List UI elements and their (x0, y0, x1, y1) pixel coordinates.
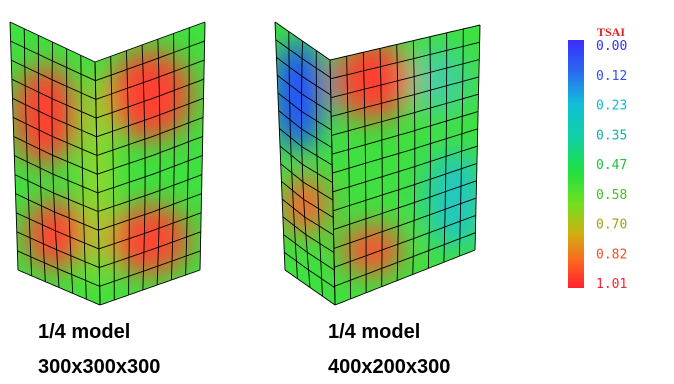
mesh-line (277, 92, 332, 131)
mesh-line (80, 55, 87, 300)
mesh-line (17, 250, 100, 287)
mesh-line (199, 21, 206, 271)
mesh-line (276, 74, 332, 113)
mesh-line (443, 32, 448, 263)
mesh-line (125, 50, 130, 296)
mesh-line (281, 181, 334, 218)
legend-label: 0.23 (596, 99, 627, 114)
model-size: 300x300x300 (38, 356, 160, 378)
mesh-line (278, 110, 333, 148)
mesh-line (17, 269, 101, 306)
mesh-line (13, 136, 98, 175)
mesh-line (331, 93, 479, 136)
mesh-line (331, 111, 479, 155)
mesh-line (334, 232, 476, 287)
mesh-line (332, 163, 478, 212)
mesh-line (283, 234, 335, 271)
mesh-line (362, 52, 367, 293)
mesh-line (99, 269, 201, 306)
mesh-line (333, 197, 477, 249)
mesh-line (98, 193, 202, 231)
mesh-line (9, 21, 96, 63)
mesh (9, 21, 481, 306)
mesh-line (280, 163, 334, 201)
mesh-line (66, 48, 74, 294)
mesh-line (23, 28, 33, 276)
legend-label: 0.82 (596, 247, 627, 262)
mesh-line (330, 59, 480, 99)
mesh-line (284, 251, 335, 288)
mesh-line (99, 231, 201, 269)
mesh-line (98, 212, 202, 250)
mesh-line (51, 41, 60, 288)
mesh-line (329, 59, 336, 306)
mesh-line (276, 57, 331, 96)
mesh-line (458, 28, 464, 257)
mesh-line (10, 40, 96, 82)
legend-label: 0.47 (596, 158, 627, 173)
mesh-line (427, 36, 432, 269)
legend-label: 0.35 (596, 128, 627, 143)
legend-label: 0.70 (596, 218, 627, 233)
legend-label: 0.58 (596, 188, 627, 203)
mesh-line (16, 212, 99, 250)
mesh-line (282, 216, 335, 253)
legend-title: TSAI (597, 25, 625, 39)
mesh-line (279, 127, 333, 166)
mesh-line (330, 41, 480, 80)
mesh-line (332, 145, 478, 193)
mesh-line (329, 24, 481, 61)
mesh-line (334, 214, 476, 268)
mesh-line (333, 180, 477, 231)
mesh-line (331, 76, 479, 117)
mesh-line (11, 78, 97, 119)
mesh-line (12, 97, 97, 138)
mesh-line (94, 21, 206, 63)
mesh-line (97, 174, 203, 212)
mesh-line (185, 27, 190, 276)
model-size: 400x200x300 (328, 356, 450, 378)
mesh-line (14, 174, 99, 212)
legend-label: 0.12 (596, 69, 627, 84)
mesh-line (274, 21, 331, 61)
mesh-line (12, 116, 98, 156)
mesh-line (170, 33, 175, 281)
legend-label: 1.01 (596, 277, 627, 292)
mesh-line (14, 155, 98, 194)
mesh-line (284, 269, 336, 306)
mesh-line (96, 116, 204, 156)
mesh-line (156, 39, 161, 286)
mesh-line (96, 78, 204, 119)
model-label: 1/4 model (328, 321, 420, 343)
mesh-line (281, 198, 334, 236)
model-label: 1/4 model (38, 321, 130, 343)
mesh-line (334, 249, 476, 306)
mesh-line (379, 48, 383, 287)
mesh-line (97, 136, 203, 175)
mesh-line (279, 145, 333, 183)
mesh-line (96, 97, 204, 138)
mesh-line (97, 155, 203, 194)
mesh-line (275, 39, 331, 78)
mesh-line (412, 40, 416, 275)
mesh-line (37, 35, 46, 282)
legend-label: 0.00 (596, 39, 627, 54)
mesh-line (95, 40, 205, 82)
mesh-line (332, 128, 478, 174)
mesh-line (396, 44, 400, 281)
mesh-line (9, 21, 19, 271)
mesh-line (95, 59, 205, 100)
mesh-line (474, 24, 481, 251)
mesh-line (141, 44, 146, 291)
mesh-line (110, 56, 115, 301)
mesh-line (346, 56, 352, 299)
mesh-line (16, 231, 100, 269)
mesh-line (15, 193, 99, 231)
colorbar (568, 40, 584, 288)
mesh-line (99, 250, 201, 287)
mesh-line (94, 61, 101, 306)
mesh-line (11, 59, 96, 100)
